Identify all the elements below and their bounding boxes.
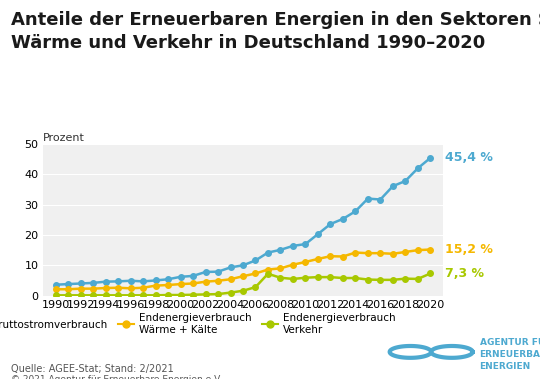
Text: AGENTUR FÜR: AGENTUR FÜR [480,338,540,346]
Text: Anteile der Erneuerbaren Energien in den Sektoren Strom,
Wärme und Verkehr in De: Anteile der Erneuerbaren Energien in den… [11,11,540,52]
Text: Quelle: AGEE-Stat; Stand: 2/2021: Quelle: AGEE-Stat; Stand: 2/2021 [11,364,173,374]
Text: 15,2 %: 15,2 % [446,243,493,256]
Legend: Bruttostromverbrauch, Endenergieverbrauch
Wärme + Kälte, Endenergieverbrauch
Ver: Bruttostromverbrauch, Endenergieverbrauc… [0,309,400,339]
Text: Prozent: Prozent [43,133,85,143]
Text: ERNEUERBARE: ERNEUERBARE [480,350,540,359]
Text: 7,3 %: 7,3 % [446,267,484,280]
Text: ENERGIEN: ENERGIEN [480,362,531,371]
Text: © 2021 Agentur für Erneuerbare Energien e.V.: © 2021 Agentur für Erneuerbare Energien … [11,375,222,379]
Text: 45,4 %: 45,4 % [446,152,493,164]
